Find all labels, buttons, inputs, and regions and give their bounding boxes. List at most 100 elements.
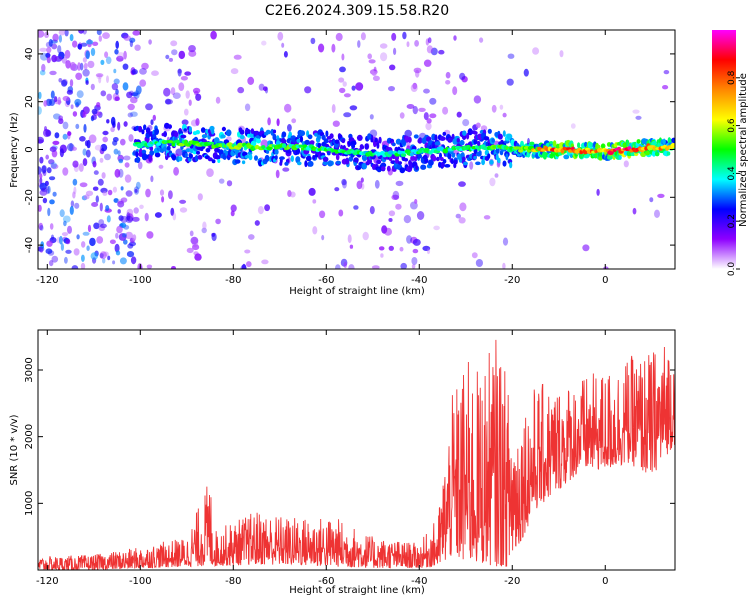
spectrogram-cell (113, 78, 120, 85)
spectrogram-cell (50, 90, 55, 99)
spectrogram-cell (360, 177, 364, 183)
spectrogram-cell (410, 155, 416, 161)
spectrogram-cell (67, 131, 72, 137)
spectrogram-cell (186, 247, 194, 254)
spectrogram-cell (384, 227, 392, 236)
y-tick-label: -20 (24, 189, 35, 205)
spectrogram-cell (459, 139, 465, 146)
spectrogram-cell (359, 144, 364, 150)
spectrogram-cell (141, 129, 145, 135)
spectrogram-cell (322, 156, 329, 162)
spectrogram-cell (100, 59, 105, 65)
spectrogram-cell (388, 86, 395, 92)
spectrogram-cell (126, 208, 134, 217)
spectrogram-cell (663, 70, 670, 75)
spectrogram-cell (116, 55, 124, 62)
spectrogram-cell (110, 116, 116, 126)
spectrogram-cell (481, 159, 485, 166)
spectrogram-cell (49, 199, 55, 205)
spectrogram-cell (40, 187, 48, 192)
spectrogram-cell (130, 256, 137, 265)
spectrogram-cell (412, 82, 418, 90)
spectrogram-cell (357, 165, 362, 170)
spectrogram-cell (459, 72, 466, 80)
spectrogram-cell (123, 239, 128, 245)
spectrogram-cell (111, 83, 119, 91)
spectrogram-cell (239, 134, 245, 140)
spectrogram-cell (409, 152, 414, 157)
spectrogram-cell (175, 139, 180, 144)
spectrogram-cell (51, 54, 58, 63)
spectrogram-cell (123, 155, 131, 161)
spectrogram-cell (127, 103, 135, 111)
spectrogram-cell (91, 114, 97, 121)
spectrogram-cell (388, 218, 393, 222)
colorbar-ticks: 0.0 0.2 0.4 0.6 0.8 (727, 70, 740, 276)
spectrogram-cell (404, 129, 413, 138)
spectrogram-cell (64, 256, 68, 264)
spectrogram-cell (429, 97, 437, 105)
spectrogram-cell (466, 132, 470, 140)
spectrogram-cell (202, 221, 207, 230)
spectrogram-cell (491, 138, 495, 143)
spectrogram-cell (159, 147, 164, 153)
spectrogram-cell (82, 30, 87, 35)
spectrogram-cell (479, 37, 484, 43)
spectrogram-cell (499, 104, 504, 110)
spectrogram-cell (491, 104, 497, 113)
spectrogram-cell (393, 47, 397, 56)
spectrogram-cell (247, 76, 255, 85)
spectrogram-cell (246, 261, 252, 268)
spectrogram-cell (452, 86, 458, 96)
colorbar: 0.0 0.2 0.4 0.6 0.8 Normalized spectral ampl… (712, 30, 749, 276)
y-tick-label: 1000 (24, 491, 35, 516)
spectrogram-cell (489, 177, 496, 187)
spectrogram-cell (91, 202, 99, 207)
spectrogram-cell (221, 126, 226, 132)
spectrogram-cell (596, 188, 600, 196)
spectrogram-cell (418, 107, 426, 112)
spectrogram-cell (310, 37, 316, 45)
spectrogram-cell (369, 114, 374, 120)
spectrogram-cell (307, 134, 313, 140)
spectrogram-cell (166, 145, 171, 151)
spectrogram-cell (211, 159, 216, 164)
spectrogram-cell (584, 141, 588, 148)
x-tick-label: -20 (504, 275, 520, 286)
spectrogram-cell (149, 146, 154, 151)
spectrogram-cell (87, 224, 92, 233)
spectrogram-cell (445, 80, 451, 85)
spectrogram-cell (475, 161, 481, 166)
spectrogram-cell (49, 146, 57, 152)
spectrogram-cell (192, 244, 200, 251)
spectrogram-cell (65, 249, 72, 254)
spectrogram-cell (494, 173, 499, 178)
spectrogram-cell (119, 257, 127, 265)
spectrogram-cell (230, 204, 237, 212)
spectrogram-cell (411, 264, 416, 269)
spectrogram-cell (261, 40, 267, 46)
spectrogram-cell (163, 146, 167, 152)
spectrogram-cell (369, 206, 375, 215)
spectrogram-cell (171, 142, 176, 147)
spectrogram-cell (239, 129, 245, 135)
spectrogram-cell (211, 129, 215, 135)
spectrogram-cell (95, 195, 100, 203)
y-tick-label: -40 (24, 237, 35, 253)
spectrogram-cell (380, 162, 387, 168)
spectrogram-cell (120, 138, 126, 146)
spectrogram-cell (70, 104, 74, 109)
snr-x-axis: -120 -100 -80 -60 -40 -20 0 (36, 330, 608, 587)
spectrogram-cell (69, 205, 74, 215)
spectrogram-cell (39, 247, 44, 253)
spectrogram-cell (258, 83, 265, 91)
spectrogram-cell (463, 161, 468, 166)
spectrogram-cell (78, 30, 84, 34)
spectrogram-cell (110, 126, 115, 133)
spectrogram-cell (49, 98, 55, 106)
spectrogram-cell (636, 139, 641, 144)
spectrogram-cell (73, 248, 80, 256)
spectrogram-cell (296, 138, 301, 143)
spectrogram-cell (96, 30, 102, 36)
spectrogram-cell (146, 264, 153, 269)
